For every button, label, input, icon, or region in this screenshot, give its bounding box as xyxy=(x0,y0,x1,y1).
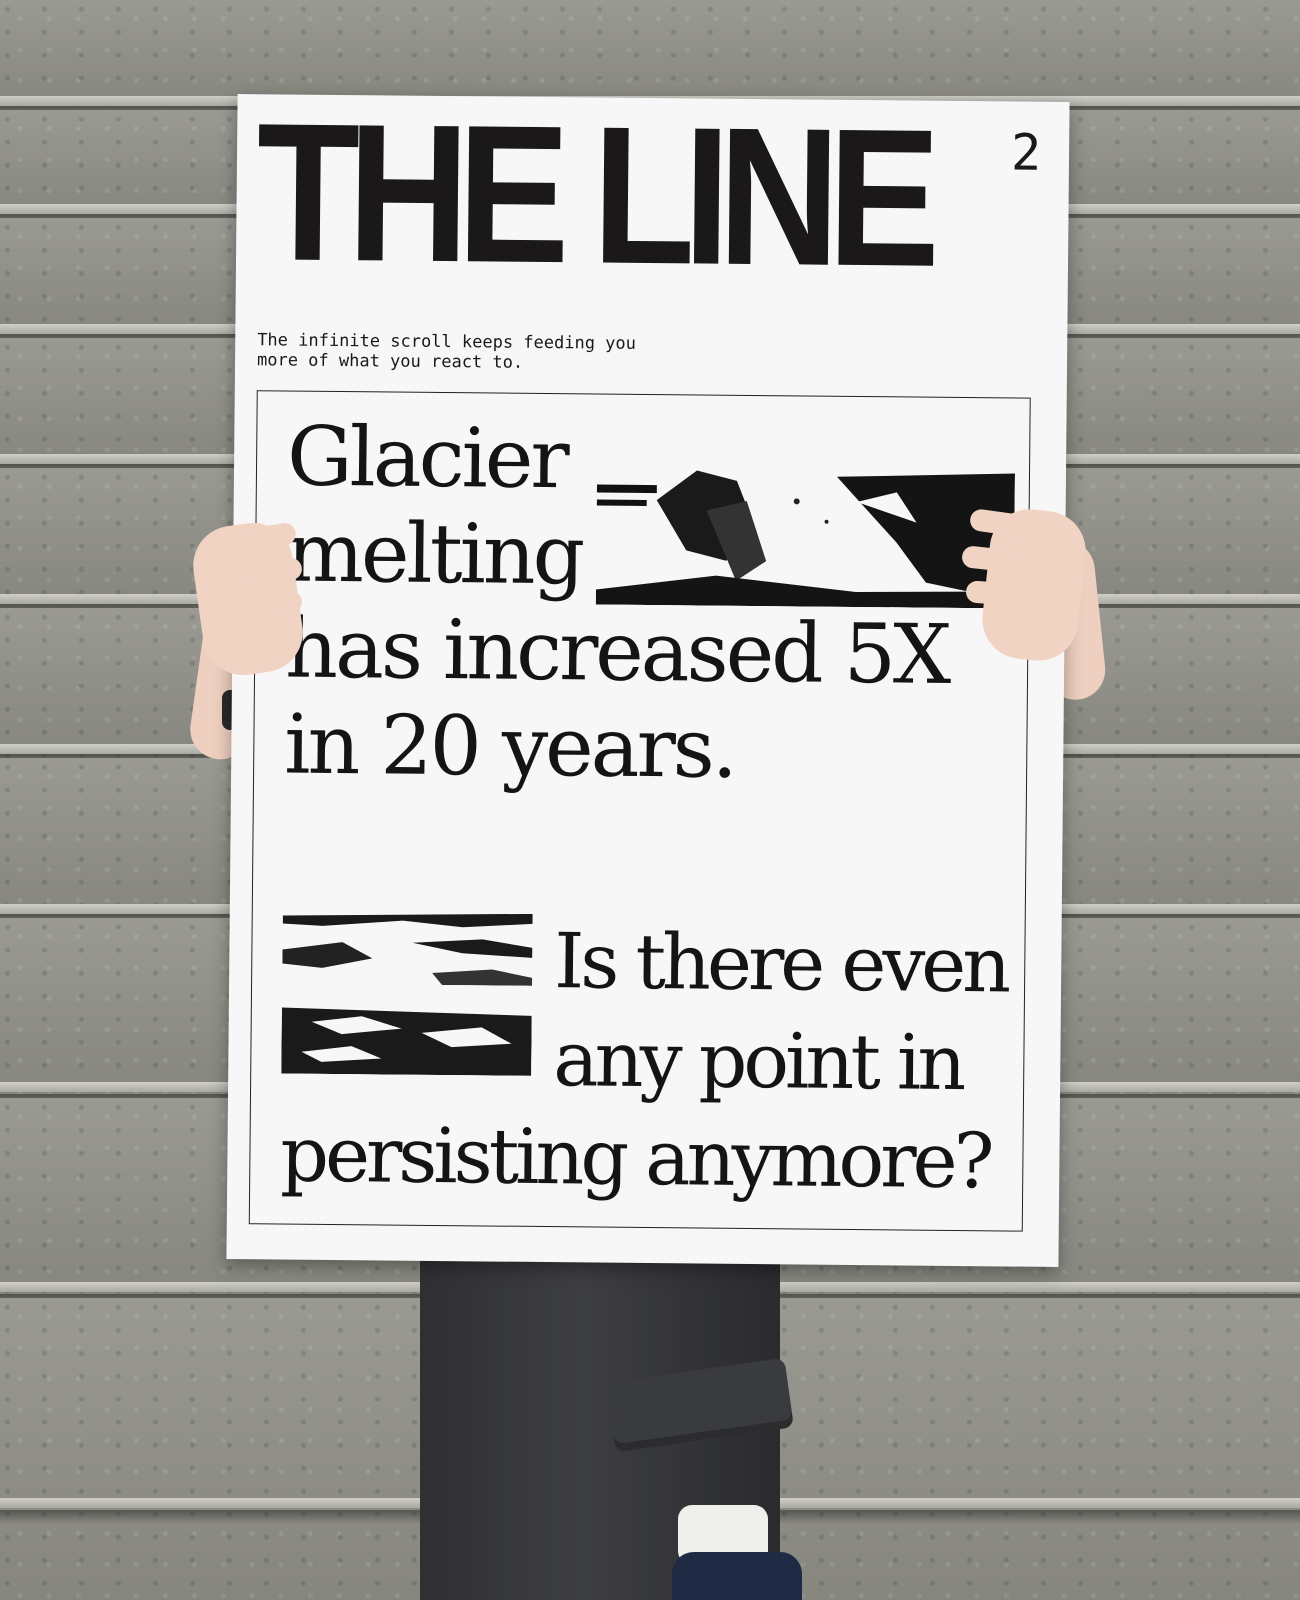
poster-tagline: The infinite scroll keeps feeding you mo… xyxy=(256,330,637,373)
question-line: Is there even xyxy=(553,916,1008,1010)
question-line: any point in xyxy=(552,1014,963,1108)
sneaker xyxy=(672,1552,802,1600)
poster-masthead: THE LINE xyxy=(255,82,930,308)
headline-line: has increased 5X xyxy=(284,601,949,703)
ice-photo-bottom xyxy=(281,1001,532,1076)
issue-number: 2 xyxy=(1010,123,1042,182)
poster: THE LINE 2 The infinite scroll keeps fee… xyxy=(226,82,1070,1267)
headline-line: in 20 years. xyxy=(283,697,736,797)
right-finger xyxy=(965,580,1017,606)
ice-photo-top xyxy=(282,911,533,986)
glacier-photo xyxy=(595,439,1016,609)
trouser-cuff xyxy=(606,1357,794,1453)
content-frame: Glacier melting has increased 5X in 20 y… xyxy=(248,390,1031,1232)
question: Is there even any point in persisting an… xyxy=(280,910,1008,1211)
question-line: persisting anymore? xyxy=(280,1109,991,1206)
